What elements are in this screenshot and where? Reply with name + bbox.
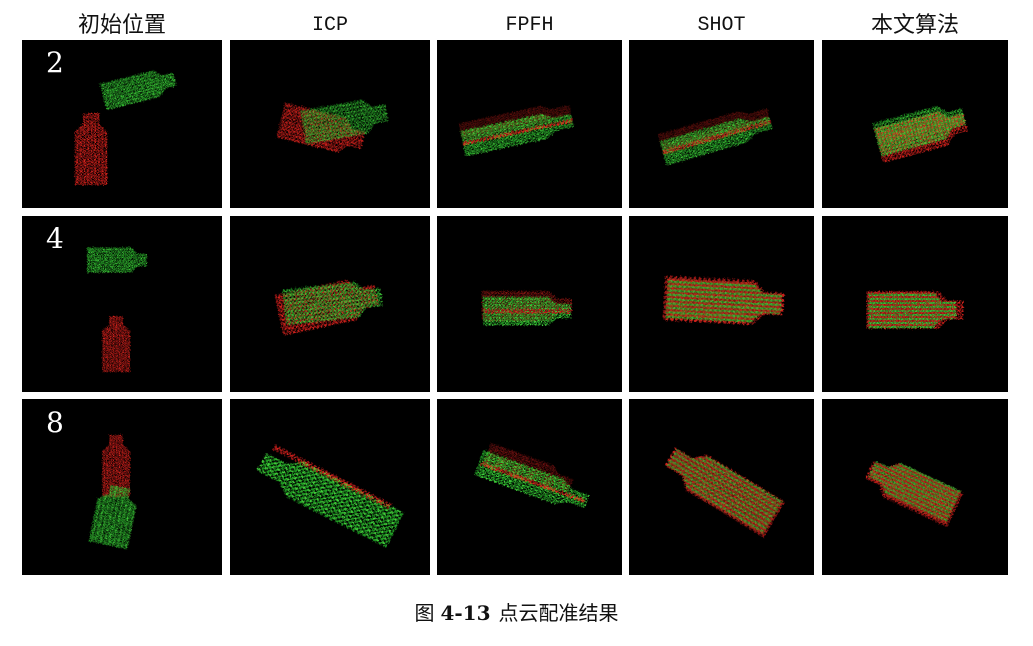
panel-r2-fpfh	[437, 216, 622, 392]
target-cloud-edge	[662, 119, 772, 155]
panel-r1-proposed	[822, 40, 1008, 208]
panel-r2-initial: 4	[22, 216, 222, 392]
figure-caption: 图 4-13 点云配准结果	[0, 597, 1033, 626]
panel-r3-shot	[629, 399, 814, 575]
row-label: 2	[46, 46, 64, 79]
panel-r2-proposed	[822, 216, 1008, 392]
panel-r1-icp	[230, 40, 430, 208]
row-label: 4	[46, 222, 64, 255]
column-header-icp: ICP	[311, 14, 348, 37]
target-cloud-edge	[462, 118, 574, 146]
panel-r3-proposed	[822, 399, 1008, 575]
column-header-proposed-method: 本文算法	[870, 13, 959, 38]
panel-r2-icp	[230, 216, 430, 392]
caption-prefix: 图	[414, 601, 435, 625]
target-cloud-edge	[483, 309, 571, 313]
target-cloud-edge	[272, 444, 392, 509]
column-header-fpfh: FPFH	[505, 14, 554, 37]
panel-r1-fpfh	[437, 40, 622, 208]
panel-r3-initial: 8	[22, 399, 222, 575]
column-header-shot: SHOT	[697, 14, 746, 37]
caption-number: 4-13	[440, 601, 491, 625]
panel-r1-shot	[629, 40, 814, 208]
panel-r3-icp	[230, 399, 430, 575]
panel-r2-shot	[629, 216, 814, 392]
row-label: 8	[46, 406, 64, 439]
column-header-initial-position: 初始位置	[77, 13, 166, 38]
panel-r1-initial: 2	[22, 40, 222, 208]
caption-title: 点云配准结果	[498, 601, 619, 625]
target-cloud-edge	[480, 461, 586, 503]
panel-r3-fpfh	[437, 399, 622, 575]
